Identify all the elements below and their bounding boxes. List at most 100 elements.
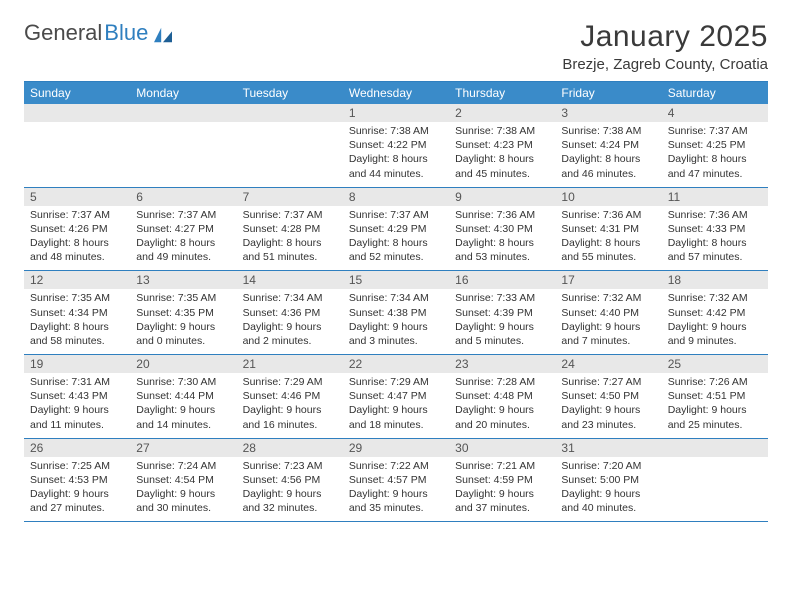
daylight-text: Daylight: 9 hours and 3 minutes. xyxy=(349,320,443,348)
day-cell: 9Sunrise: 7:36 AMSunset: 4:30 PMDaylight… xyxy=(449,188,555,271)
day-cell: 29Sunrise: 7:22 AMSunset: 4:57 PMDayligh… xyxy=(343,439,449,522)
daylight-text: Daylight: 8 hours and 57 minutes. xyxy=(668,236,762,264)
day-number: 8 xyxy=(343,188,449,206)
day-body: Sunrise: 7:28 AMSunset: 4:48 PMDaylight:… xyxy=(449,373,555,432)
sunrise-text: Sunrise: 7:34 AM xyxy=(349,291,443,305)
week-row: 26Sunrise: 7:25 AMSunset: 4:53 PMDayligh… xyxy=(24,439,768,523)
sunrise-text: Sunrise: 7:20 AM xyxy=(561,459,655,473)
sunset-text: Sunset: 4:50 PM xyxy=(561,389,655,403)
sunrise-text: Sunrise: 7:35 AM xyxy=(136,291,230,305)
sunrise-text: Sunrise: 7:29 AM xyxy=(243,375,337,389)
day-cell: 13Sunrise: 7:35 AMSunset: 4:35 PMDayligh… xyxy=(130,271,236,354)
day-body xyxy=(662,457,768,459)
daylight-text: Daylight: 9 hours and 23 minutes. xyxy=(561,403,655,431)
daylight-text: Daylight: 9 hours and 2 minutes. xyxy=(243,320,337,348)
sunrise-text: Sunrise: 7:37 AM xyxy=(30,208,124,222)
daylight-text: Daylight: 9 hours and 16 minutes. xyxy=(243,403,337,431)
day-body: Sunrise: 7:36 AMSunset: 4:33 PMDaylight:… xyxy=(662,206,768,265)
sunrise-text: Sunrise: 7:37 AM xyxy=(136,208,230,222)
day-cell: 6Sunrise: 7:37 AMSunset: 4:27 PMDaylight… xyxy=(130,188,236,271)
day-body: Sunrise: 7:38 AMSunset: 4:22 PMDaylight:… xyxy=(343,122,449,181)
day-cell: 25Sunrise: 7:26 AMSunset: 4:51 PMDayligh… xyxy=(662,355,768,438)
sunset-text: Sunset: 4:31 PM xyxy=(561,222,655,236)
day-body: Sunrise: 7:37 AMSunset: 4:29 PMDaylight:… xyxy=(343,206,449,265)
sunset-text: Sunset: 4:56 PM xyxy=(243,473,337,487)
day-cell xyxy=(662,439,768,522)
day-cell: 21Sunrise: 7:29 AMSunset: 4:46 PMDayligh… xyxy=(237,355,343,438)
daylight-text: Daylight: 8 hours and 44 minutes. xyxy=(349,152,443,180)
sunrise-text: Sunrise: 7:36 AM xyxy=(561,208,655,222)
day-number: 31 xyxy=(555,439,661,457)
daylight-text: Daylight: 9 hours and 40 minutes. xyxy=(561,487,655,515)
day-body: Sunrise: 7:24 AMSunset: 4:54 PMDaylight:… xyxy=(130,457,236,516)
sunrise-text: Sunrise: 7:29 AM xyxy=(349,375,443,389)
week-row: 5Sunrise: 7:37 AMSunset: 4:26 PMDaylight… xyxy=(24,188,768,272)
day-number: 11 xyxy=(662,188,768,206)
daylight-text: Daylight: 9 hours and 0 minutes. xyxy=(136,320,230,348)
day-number: 7 xyxy=(237,188,343,206)
sunset-text: Sunset: 4:40 PM xyxy=(561,306,655,320)
sunset-text: Sunset: 4:43 PM xyxy=(30,389,124,403)
day-cell: 8Sunrise: 7:37 AMSunset: 4:29 PMDaylight… xyxy=(343,188,449,271)
day-cell: 26Sunrise: 7:25 AMSunset: 4:53 PMDayligh… xyxy=(24,439,130,522)
day-number xyxy=(130,104,236,122)
sunset-text: Sunset: 4:36 PM xyxy=(243,306,337,320)
logo-text-general: General xyxy=(24,20,102,46)
day-number: 27 xyxy=(130,439,236,457)
sunrise-text: Sunrise: 7:36 AM xyxy=(455,208,549,222)
daylight-text: Daylight: 8 hours and 45 minutes. xyxy=(455,152,549,180)
dow-sunday: Sunday xyxy=(24,82,130,104)
day-body xyxy=(24,122,130,124)
day-body: Sunrise: 7:35 AMSunset: 4:34 PMDaylight:… xyxy=(24,289,130,348)
day-number: 19 xyxy=(24,355,130,373)
sunset-text: Sunset: 4:29 PM xyxy=(349,222,443,236)
calendar-page: GeneralBlue January 2025 Brezje, Zagreb … xyxy=(0,0,792,542)
day-number: 18 xyxy=(662,271,768,289)
week-row: 1Sunrise: 7:38 AMSunset: 4:22 PMDaylight… xyxy=(24,104,768,188)
sunrise-text: Sunrise: 7:36 AM xyxy=(668,208,762,222)
day-body: Sunrise: 7:29 AMSunset: 4:46 PMDaylight:… xyxy=(237,373,343,432)
day-body: Sunrise: 7:36 AMSunset: 4:31 PMDaylight:… xyxy=(555,206,661,265)
daylight-text: Daylight: 9 hours and 11 minutes. xyxy=(30,403,124,431)
sunrise-text: Sunrise: 7:28 AM xyxy=(455,375,549,389)
daylight-text: Daylight: 9 hours and 25 minutes. xyxy=(668,403,762,431)
daylight-text: Daylight: 8 hours and 51 minutes. xyxy=(243,236,337,264)
day-cell: 10Sunrise: 7:36 AMSunset: 4:31 PMDayligh… xyxy=(555,188,661,271)
header: GeneralBlue January 2025 Brezje, Zagreb … xyxy=(24,20,768,73)
day-cell xyxy=(24,104,130,187)
daylight-text: Daylight: 8 hours and 47 minutes. xyxy=(668,152,762,180)
day-body: Sunrise: 7:32 AMSunset: 4:42 PMDaylight:… xyxy=(662,289,768,348)
logo: GeneralBlue xyxy=(24,20,174,46)
day-body: Sunrise: 7:37 AMSunset: 4:27 PMDaylight:… xyxy=(130,206,236,265)
sunset-text: Sunset: 4:22 PM xyxy=(349,138,443,152)
sunset-text: Sunset: 4:59 PM xyxy=(455,473,549,487)
day-cell: 4Sunrise: 7:37 AMSunset: 4:25 PMDaylight… xyxy=(662,104,768,187)
sunrise-text: Sunrise: 7:35 AM xyxy=(30,291,124,305)
sail-icon xyxy=(152,24,174,42)
day-number: 5 xyxy=(24,188,130,206)
day-body: Sunrise: 7:35 AMSunset: 4:35 PMDaylight:… xyxy=(130,289,236,348)
day-body: Sunrise: 7:32 AMSunset: 4:40 PMDaylight:… xyxy=(555,289,661,348)
daylight-text: Daylight: 8 hours and 46 minutes. xyxy=(561,152,655,180)
sunset-text: Sunset: 4:42 PM xyxy=(668,306,762,320)
day-number: 4 xyxy=(662,104,768,122)
daylight-text: Daylight: 8 hours and 52 minutes. xyxy=(349,236,443,264)
logo-text-blue: Blue xyxy=(104,20,148,46)
daylight-text: Daylight: 9 hours and 32 minutes. xyxy=(243,487,337,515)
location-subtitle: Brezje, Zagreb County, Croatia xyxy=(562,56,768,73)
day-body: Sunrise: 7:31 AMSunset: 4:43 PMDaylight:… xyxy=(24,373,130,432)
day-body: Sunrise: 7:23 AMSunset: 4:56 PMDaylight:… xyxy=(237,457,343,516)
daylight-text: Daylight: 9 hours and 5 minutes. xyxy=(455,320,549,348)
sunset-text: Sunset: 4:38 PM xyxy=(349,306,443,320)
day-cell xyxy=(237,104,343,187)
sunset-text: Sunset: 4:46 PM xyxy=(243,389,337,403)
day-body: Sunrise: 7:22 AMSunset: 4:57 PMDaylight:… xyxy=(343,457,449,516)
sunrise-text: Sunrise: 7:37 AM xyxy=(349,208,443,222)
sunset-text: Sunset: 4:51 PM xyxy=(668,389,762,403)
sunset-text: Sunset: 4:23 PM xyxy=(455,138,549,152)
week-row: 19Sunrise: 7:31 AMSunset: 4:43 PMDayligh… xyxy=(24,355,768,439)
weeks-container: 1Sunrise: 7:38 AMSunset: 4:22 PMDaylight… xyxy=(24,104,768,522)
daylight-text: Daylight: 8 hours and 58 minutes. xyxy=(30,320,124,348)
day-number xyxy=(662,439,768,457)
daylight-text: Daylight: 9 hours and 18 minutes. xyxy=(349,403,443,431)
